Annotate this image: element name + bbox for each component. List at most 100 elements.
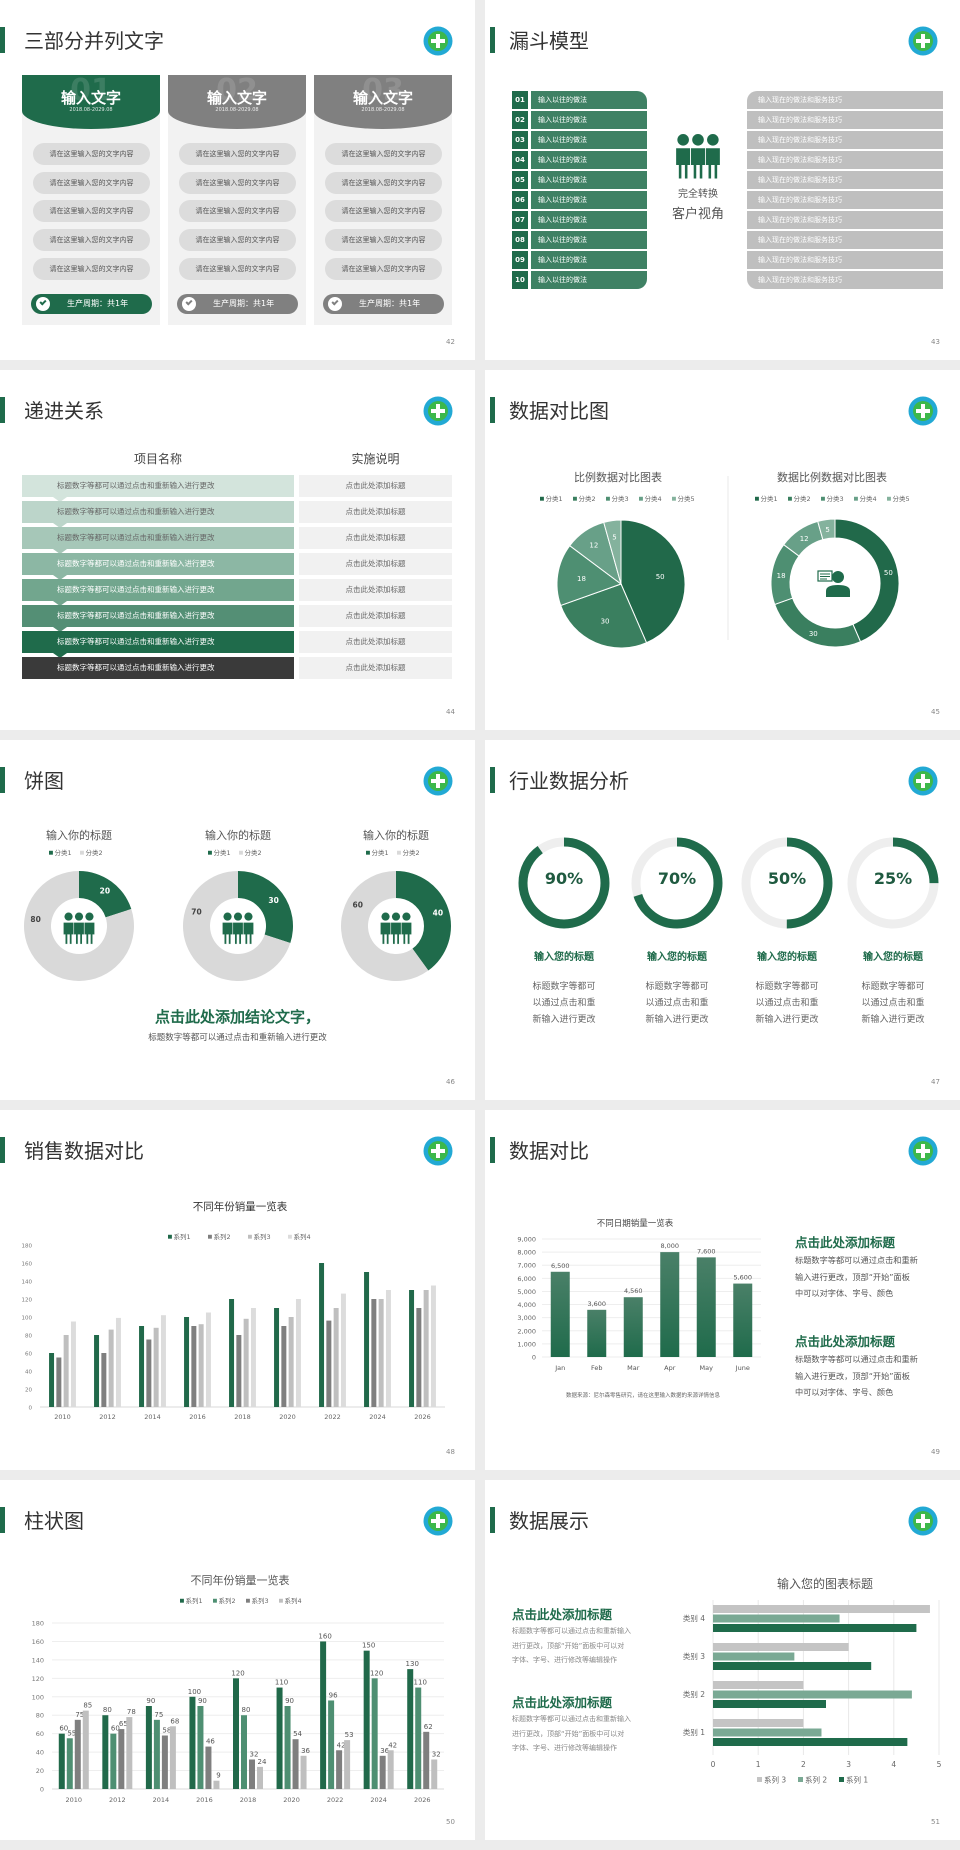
old-practice-bar[interactable]: 输入以往的做法: [531, 151, 647, 169]
step-number: 09: [512, 251, 528, 269]
legend-swatch: [213, 1598, 217, 1603]
old-practice-bar[interactable]: 输入以往的做法: [531, 131, 647, 149]
text-pill[interactable]: 请在这里输入您的文字内容: [179, 229, 296, 252]
data-label: 7,600: [697, 1247, 716, 1255]
text-pill[interactable]: 请在这里输入您的文字内容: [33, 143, 150, 165]
category-label: 类别 4: [683, 1613, 705, 1623]
legend-label: 分类4: [860, 494, 877, 503]
old-practice-bar[interactable]: 输入以往的做法: [531, 231, 647, 249]
bar: [550, 1271, 570, 1357]
slide-46: 饼图 46 输入你的标题 分类1 分类2 20 80 输入你的标题 分类1 分类2 30 70 输入你的…: [0, 740, 475, 1100]
block-heading[interactable]: 点击此处添加标题: [512, 1607, 613, 1622]
x-tick-label: 2: [801, 1760, 806, 1769]
new-practice-bar[interactable]: 输入现在的做法和服务技巧: [747, 111, 943, 129]
category-label: 类别 3: [683, 1651, 705, 1661]
progression-step[interactable]: 标题数字等都可以通过点击和重新输入进行更改: [22, 657, 294, 679]
step-description[interactable]: 点击此处添加标题: [299, 605, 452, 627]
x-tick-label: 2010: [66, 1796, 83, 1804]
old-practice-bar[interactable]: 输入以往的做法: [531, 111, 647, 129]
progression-step[interactable]: 标题数字等都可以通过点击和重新输入进行更改: [22, 527, 294, 549]
legend-label: 系列3: [254, 1232, 271, 1241]
cycle-pill[interactable]: 生产周期：共1年: [177, 294, 298, 314]
progression-step[interactable]: 标题数字等都可以通过点击和重新输入进行更改: [22, 553, 294, 575]
x-tick-label: Apr: [664, 1364, 676, 1372]
data-label: 60: [59, 1725, 68, 1733]
text-pill[interactable]: 请在这里输入您的文字内容: [325, 200, 442, 223]
new-practice-bar[interactable]: 输入现在的做法和服务技巧: [747, 131, 943, 149]
team-icon: [675, 133, 721, 180]
block-text: 进行更改，顶部“开始”面板中可以对: [512, 1641, 625, 1650]
new-practice-bar[interactable]: 输入现在的做法和服务技巧: [747, 271, 943, 289]
old-practice-bar[interactable]: 输入以往的做法: [531, 211, 647, 229]
text-pill[interactable]: 请在这里输入您的文字内容: [325, 171, 442, 194]
step-description[interactable]: 点击此处添加标题: [299, 527, 452, 549]
y-tick-label: 160: [22, 1262, 33, 1268]
cycle-pill[interactable]: 生产周期：共1年: [323, 294, 444, 314]
block-heading[interactable]: 点击此处添加标题: [795, 1334, 896, 1349]
step-number: 08: [512, 231, 528, 249]
y-tick-label: 140: [22, 1280, 33, 1286]
data-label: 90: [198, 1697, 207, 1705]
progression-step[interactable]: 标题数字等都可以通过点击和重新输入进行更改: [22, 605, 294, 627]
category-label: 类别 2: [683, 1689, 705, 1699]
step-description[interactable]: 点击此处添加标题: [299, 501, 452, 523]
block-heading[interactable]: 点击此处添加标题: [795, 1235, 896, 1250]
person-head: [391, 912, 401, 921]
text-pill[interactable]: 请在这里输入您的文字内容: [33, 257, 150, 280]
text-pill[interactable]: 请在这里输入您的文字内容: [33, 200, 150, 223]
text-pill[interactable]: 请在这里输入您的文字内容: [325, 229, 442, 252]
check-mark: [39, 298, 47, 306]
step-description[interactable]: 点击此处添加标题: [299, 553, 452, 575]
progression-step[interactable]: 标题数字等都可以通过点击和重新输入进行更改: [22, 501, 294, 523]
card-header: 03 输入文字 2018.08-2029.08: [314, 73, 452, 129]
progression-step[interactable]: 标题数字等都可以通过点击和重新输入进行更改: [22, 475, 294, 497]
person-head: [85, 912, 94, 921]
data-label: 85: [83, 1702, 92, 1710]
bar: [70, 1321, 76, 1407]
progression-step[interactable]: 标题数字等都可以通过点击和重新输入进行更改: [22, 579, 294, 601]
data-label: 53: [345, 1731, 354, 1739]
progression-step[interactable]: 标题数字等都可以通过点击和重新输入进行更改: [22, 631, 294, 653]
new-practice-bar[interactable]: 输入现在的做法和服务技巧: [747, 211, 943, 229]
y-tick-label: 8,000: [517, 1249, 536, 1257]
step-description[interactable]: 点击此处添加标题: [299, 631, 452, 653]
block-heading[interactable]: 点击此处添加标题: [512, 1695, 613, 1710]
old-practice-bar[interactable]: 输入以往的做法: [531, 271, 647, 289]
team-icon: [380, 912, 412, 945]
slice-label: 5: [612, 533, 616, 541]
text-pill[interactable]: 请在这里输入您的文字内容: [33, 171, 150, 194]
text-pill[interactable]: 请在这里输入您的文字内容: [179, 143, 296, 165]
new-practice-bar[interactable]: 输入现在的做法和服务技巧: [747, 231, 943, 249]
old-practice-bar[interactable]: 输入以往的做法: [531, 91, 647, 109]
text-pill[interactable]: 请在这里输入您的文字内容: [179, 200, 296, 223]
x-tick-label: 2016: [189, 1413, 206, 1421]
old-practice-bar[interactable]: 输入以往的做法: [531, 191, 647, 209]
old-practice-bar[interactable]: 输入以往的做法: [531, 251, 647, 269]
x-tick-label: Jan: [554, 1364, 565, 1372]
legend-swatch: [887, 496, 891, 501]
logo-cross: [916, 774, 930, 788]
logo-icon: [423, 26, 453, 56]
card-number-watermark: 02: [216, 73, 258, 108]
new-practice-bar[interactable]: 输入现在的做法和服务技巧: [747, 151, 943, 169]
legend-label: 系列4: [285, 1596, 302, 1605]
new-practice-bar[interactable]: 输入现在的做法和服务技巧: [747, 171, 943, 189]
text-pill[interactable]: 请在这里输入您的文字内容: [325, 143, 442, 165]
cycle-pill[interactable]: 生产周期：共1年: [31, 294, 152, 314]
step-description[interactable]: 点击此处添加标题: [299, 657, 452, 679]
text-pill[interactable]: 请在这里输入您的文字内容: [179, 171, 296, 194]
text-pill[interactable]: 请在这里输入您的文字内容: [325, 257, 442, 280]
step-description[interactable]: 点击此处添加标题: [299, 579, 452, 601]
text-pill[interactable]: 请在这里输入您的文字内容: [33, 229, 150, 252]
new-practice-bar[interactable]: 输入现在的做法和服务技巧: [747, 191, 943, 209]
data-label: 90: [285, 1697, 294, 1705]
step-description[interactable]: 点击此处添加标题: [299, 475, 452, 497]
text-pill[interactable]: 请在这里输入您的文字内容: [179, 257, 296, 280]
new-practice-bar[interactable]: 输入现在的做法和服务技巧: [747, 251, 943, 269]
data-label: 36: [380, 1747, 389, 1755]
new-practice-bar[interactable]: 输入现在的做法和服务技巧: [747, 91, 943, 109]
legend-swatch: [788, 496, 792, 501]
old-practice-bar[interactable]: 输入以往的做法: [531, 171, 647, 189]
chart-title: 输入你的标题: [46, 828, 112, 842]
